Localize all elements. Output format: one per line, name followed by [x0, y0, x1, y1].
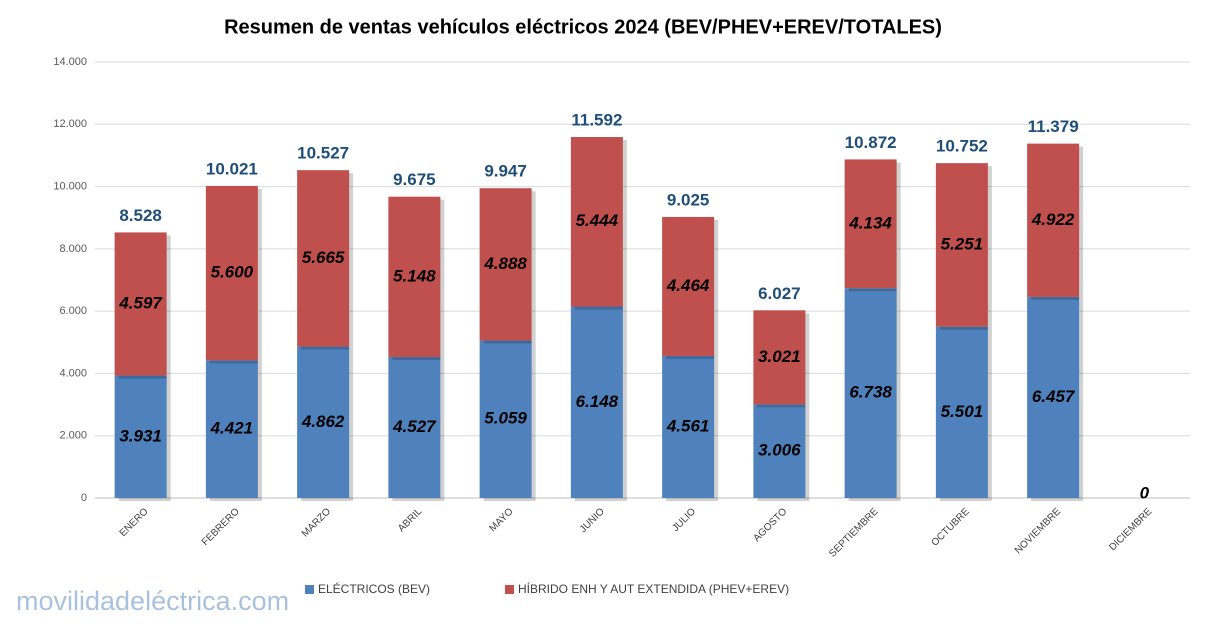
data-label: 5.501 — [941, 402, 984, 421]
data-label: 0 — [1140, 483, 1150, 502]
data-label: 6.148 — [576, 392, 619, 411]
y-tick-label: 8.000 — [59, 243, 87, 255]
bar — [114, 232, 167, 376]
total-label: 11.379 — [1028, 117, 1079, 136]
bar — [570, 136, 623, 307]
total-label: 9.675 — [393, 170, 436, 189]
y-tick-label: 4.000 — [59, 367, 87, 379]
bar — [935, 163, 988, 327]
bar — [753, 404, 806, 498]
y-tick-label: 10.000 — [53, 180, 87, 192]
bar — [205, 360, 258, 498]
total-label: 9.947 — [484, 162, 527, 181]
y-tick-label: 0 — [81, 492, 87, 504]
y-tick-label: 12.000 — [53, 118, 87, 130]
bar — [114, 375, 167, 498]
data-label: 4.421 — [210, 419, 254, 438]
data-label: 5.148 — [393, 266, 436, 285]
watermark: movilidadeléctrica.com — [16, 586, 289, 616]
data-label: 3.006 — [758, 441, 801, 460]
data-label: 4.134 — [848, 213, 892, 232]
bar — [388, 196, 441, 358]
bar — [935, 326, 988, 498]
bar — [388, 357, 441, 498]
bar — [844, 159, 897, 289]
data-label: 4.597 — [118, 293, 163, 312]
total-label: 10.527 — [297, 144, 349, 163]
data-label: 5.444 — [576, 211, 619, 230]
total-label: 11.592 — [571, 110, 622, 129]
data-label: 3.931 — [119, 426, 162, 445]
bar — [297, 170, 350, 347]
total-label: 9.025 — [667, 190, 710, 209]
total-label: 10.021 — [206, 159, 258, 178]
bar — [1027, 143, 1080, 297]
data-label: 4.862 — [301, 412, 345, 431]
data-label: 4.922 — [1031, 210, 1075, 229]
bar — [844, 288, 897, 498]
bar — [570, 306, 623, 498]
data-label: 6.738 — [849, 383, 892, 402]
bar — [479, 188, 532, 341]
data-label: 5.251 — [941, 234, 984, 253]
bar — [1027, 296, 1080, 498]
bar — [205, 185, 258, 361]
data-label: 4.464 — [666, 276, 710, 295]
data-label: 4.561 — [666, 416, 710, 435]
data-label: 6.457 — [1032, 387, 1076, 406]
bar — [662, 216, 715, 356]
data-label: 5.665 — [302, 248, 345, 267]
data-label: 3.021 — [758, 347, 801, 366]
total-label: 10.752 — [936, 137, 988, 156]
legend-label: HÍBRIDO ENH Y AUT EXTENDIDA (PHEV+EREV) — [518, 581, 789, 596]
total-label: 10.872 — [845, 133, 897, 152]
legend-swatch — [305, 585, 314, 594]
bar — [479, 340, 532, 498]
bar — [662, 355, 715, 498]
chart-title: Resumen de ventas vehículos eléctricos 2… — [224, 16, 942, 38]
y-tick-label: 6.000 — [59, 305, 87, 317]
data-label: 4.888 — [483, 254, 527, 273]
bar — [753, 310, 806, 405]
y-tick-label: 2.000 — [59, 430, 87, 442]
data-label: 5.600 — [211, 263, 254, 282]
bar — [297, 346, 350, 498]
legend-label: ELÉCTRICOS (BEV) — [318, 581, 430, 596]
total-label: 8.528 — [119, 206, 162, 225]
total-label: 6.027 — [758, 284, 801, 303]
y-tick-label: 14.000 — [53, 56, 87, 68]
data-label: 5.059 — [484, 409, 527, 428]
data-label: 4.527 — [392, 417, 437, 436]
legend-swatch — [505, 585, 514, 594]
